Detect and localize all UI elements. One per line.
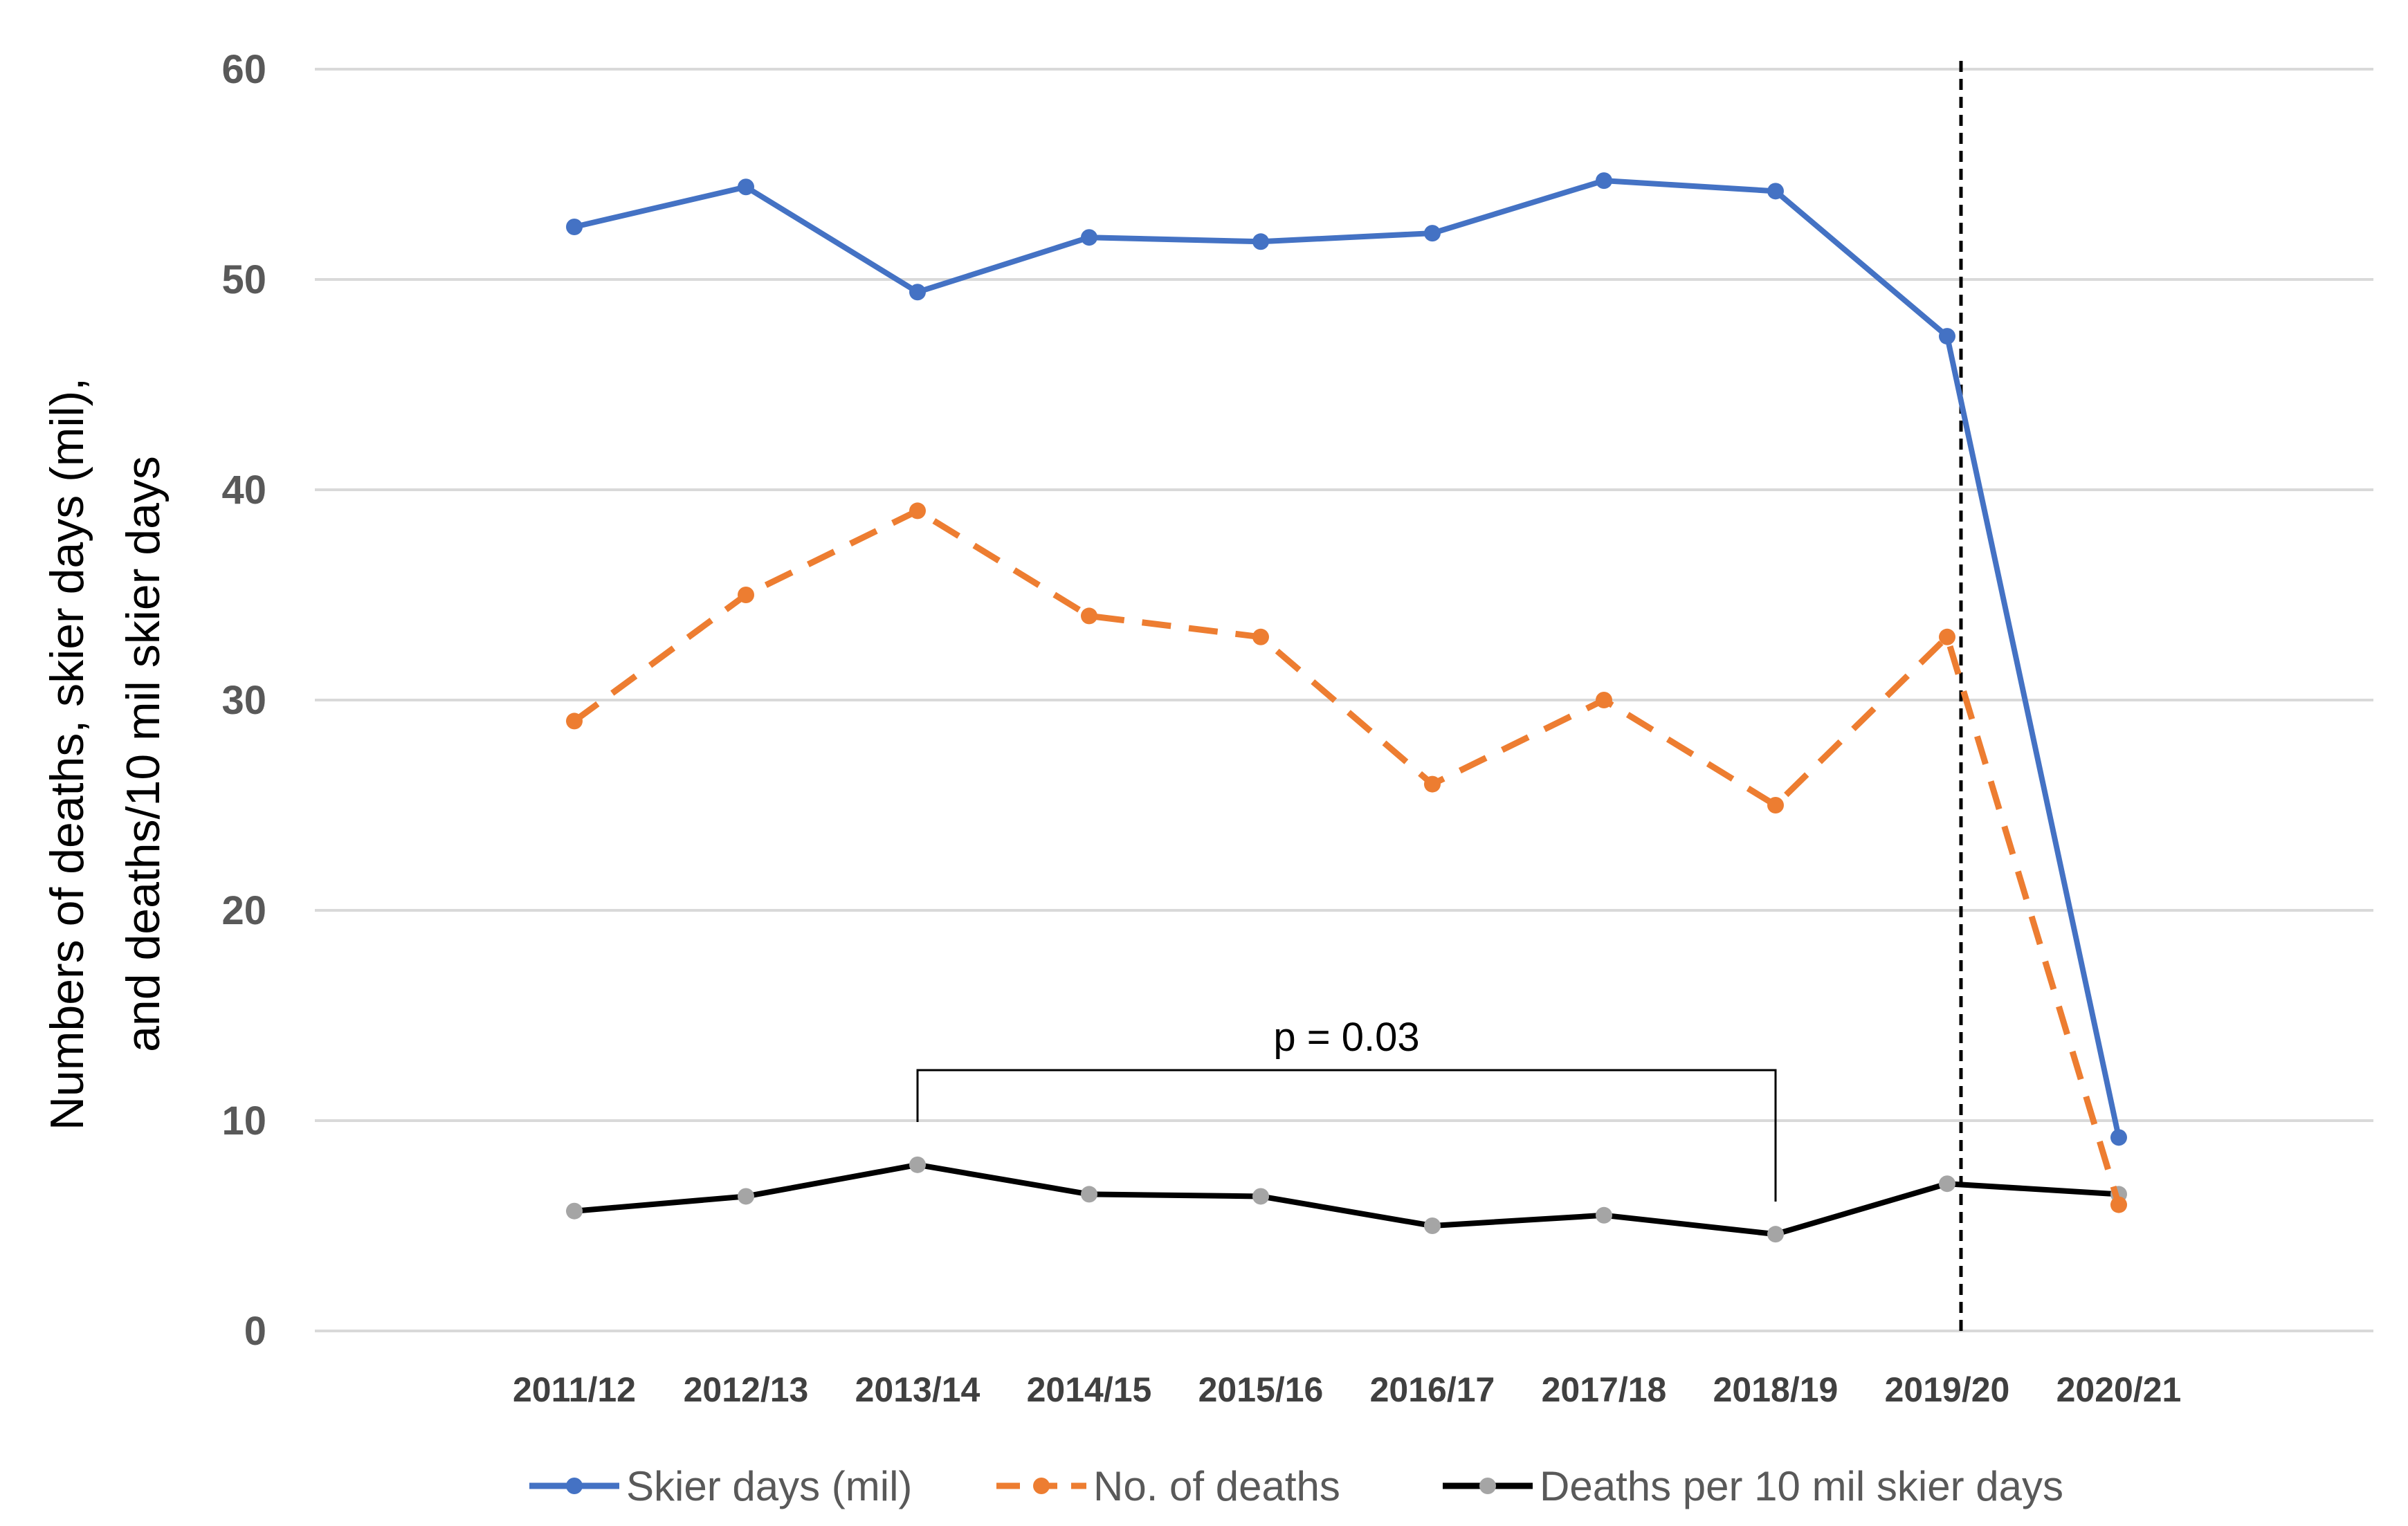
series-deaths (566, 502, 2127, 1213)
legend-marker (566, 1478, 583, 1494)
data-point-skier-days (1081, 229, 1097, 246)
legend-item-deaths-per-10mil: Deaths per 10 mil skier days (1443, 1463, 2063, 1509)
series-deaths-per-10mil (566, 1156, 2127, 1243)
data-point-deaths-per-10mil (1424, 1217, 1441, 1234)
data-point-skier-days (1596, 172, 1612, 190)
data-point-skier-days (1939, 328, 1955, 345)
data-point-deaths-per-10mil (1596, 1206, 1612, 1224)
x-tick-label: 2012/13 (684, 1370, 809, 1409)
y-tick-label: 60 (221, 47, 266, 92)
series-line-deaths-per-10mil (574, 1161, 2119, 1238)
data-point-deaths (738, 587, 754, 603)
legend-item-deaths: No. of deaths (996, 1463, 1340, 1509)
y-tick-label: 20 (221, 888, 266, 933)
legend-marker (1033, 1478, 1050, 1494)
data-point-deaths (909, 502, 926, 520)
x-tick-label: 2014/15 (1027, 1370, 1152, 1409)
series-line-deaths (572, 507, 2122, 1206)
data-point-deaths-per-10mil (909, 1156, 926, 1173)
y-axis-label-line2: and deaths/10 mil skier days (117, 456, 170, 1052)
y-axis-label-line1: Numbers of deaths, skier days (mil), (41, 378, 93, 1130)
data-point-deaths (2110, 1196, 2127, 1213)
y-tick-label: 0 (244, 1309, 266, 1354)
data-point-deaths-per-10mil (1767, 1226, 1784, 1243)
y-tick-label: 40 (221, 468, 266, 513)
data-point-skier-days (738, 178, 754, 196)
data-point-deaths-per-10mil (1252, 1188, 1269, 1205)
data-point-deaths (1939, 628, 1955, 645)
p-value-label: p = 0.03 (1273, 1015, 1419, 1060)
data-point-deaths-per-10mil (738, 1188, 754, 1205)
legend: Skier days (mil) No. of deaths Deaths per … (529, 1463, 2063, 1509)
significance-bracket: p = 0.03 (916, 1015, 1777, 1202)
y-axis-ticks: 0 10 20 30 40 50 60 (221, 47, 266, 1354)
x-tick-label: 2011/12 (513, 1370, 636, 1409)
data-point-skier-days (1252, 233, 1269, 250)
data-point-skier-days (1424, 225, 1441, 242)
y-tick-label: 10 (221, 1098, 266, 1143)
x-tick-label: 2018/19 (1713, 1370, 1839, 1409)
data-point-deaths (1081, 607, 1097, 625)
data-point-deaths-per-10mil (1939, 1175, 1955, 1193)
legend-label: No. of deaths (1093, 1463, 1340, 1509)
data-point-deaths-per-10mil (566, 1202, 583, 1220)
legend-item-skier-days: Skier days (mil) (529, 1463, 912, 1509)
data-point-deaths (1252, 628, 1269, 645)
data-point-deaths (1767, 797, 1784, 813)
data-point-skier-days (909, 284, 926, 301)
legend-label: Deaths per 10 mil skier days (1540, 1463, 2063, 1509)
data-point-deaths-per-10mil (1081, 1186, 1097, 1203)
x-tick-label: 2017/18 (1542, 1370, 1667, 1409)
x-axis-ticks: 2011/12 2012/13 2013/14 2014/15 2015/16 2016/… (513, 1370, 2181, 1409)
data-point-skier-days (1767, 183, 1784, 200)
legend-marker (1479, 1478, 1496, 1494)
y-tick-label: 30 (221, 678, 266, 723)
bracket-line (916, 1069, 1777, 1202)
x-tick-label: 2019/20 (1885, 1370, 2010, 1409)
data-point-deaths (566, 713, 583, 730)
data-point-skier-days (566, 219, 583, 235)
series-layer (566, 172, 2127, 1243)
x-tick-label: 2013/14 (855, 1370, 980, 1409)
x-tick-label: 2020/21 (2056, 1370, 2182, 1409)
data-point-deaths (1424, 775, 1441, 793)
series-skier-days (566, 172, 2127, 1146)
grid-lines (315, 68, 2373, 1332)
x-tick-label: 2016/17 (1370, 1370, 1495, 1409)
data-point-skier-days (2110, 1129, 2127, 1146)
y-axis-label: Numbers of deaths, skier days (mil), and… (41, 378, 170, 1130)
series-line-skier-days (574, 178, 2122, 1139)
data-point-deaths (1596, 692, 1612, 708)
y-tick-label: 50 (221, 257, 266, 302)
legend-label: Skier days (mil) (626, 1463, 912, 1509)
x-tick-label: 2015/16 (1198, 1370, 1324, 1409)
